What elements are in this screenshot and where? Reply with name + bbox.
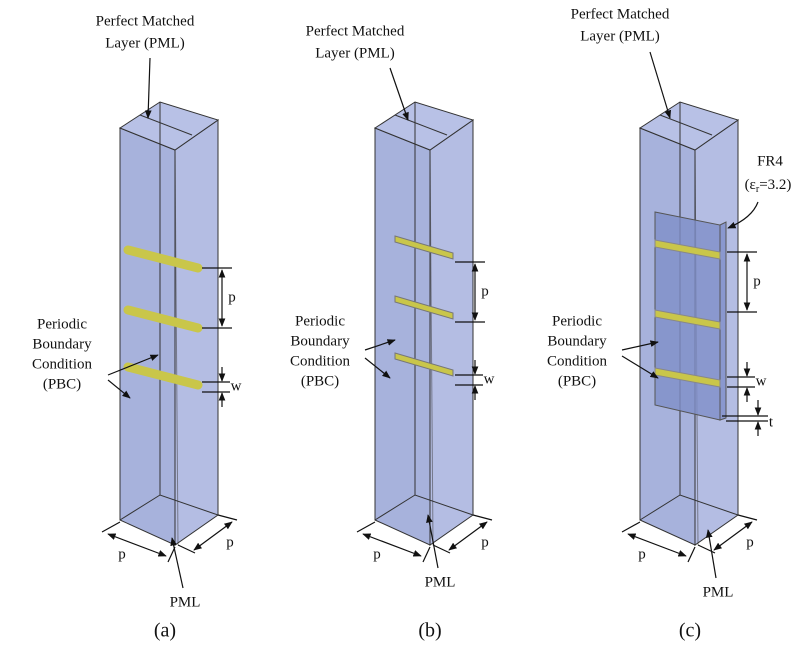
dimension-line [423, 547, 430, 562]
pml-top-label: Layer (PML) [580, 28, 660, 44]
pbc-label: (PBC) [301, 373, 339, 389]
panel-caption: (a) [154, 620, 176, 642]
base-label: p [638, 546, 646, 562]
period-label: p [481, 283, 489, 299]
pbc-label: (PBC) [43, 376, 81, 392]
dimension-line [178, 545, 195, 553]
pbc-label: Boundary [32, 336, 92, 352]
dimension-line [622, 522, 640, 532]
period-label: p [753, 273, 761, 289]
panel-caption: (b) [418, 620, 441, 642]
pml-box-side [430, 120, 473, 545]
pbc-label: Condition [32, 356, 93, 372]
pbc-label: (PBC) [558, 373, 596, 389]
permittivity-part: =3.2) [759, 177, 791, 193]
panel-caption: (c) [679, 620, 701, 642]
unit-cell-panel: p w p p Perfect Matched Layer (PML) Periodic Bo… [547, 6, 791, 641]
dimension-line [738, 515, 757, 520]
width-label: w [484, 371, 495, 387]
base-label: p [118, 546, 126, 562]
pbc-label: Boundary [290, 333, 350, 349]
unit-cell-panel: p w p p Perfect Matched Layer (PML) Periodic Bo… [290, 23, 495, 641]
pbc-label: Condition [290, 353, 351, 369]
pml-box-side [175, 120, 218, 545]
base-label: p [373, 546, 381, 562]
base-label: p [481, 534, 489, 550]
pml-top-label: Perfect Matched [306, 23, 405, 39]
dimension-line [102, 522, 120, 532]
dimension-line [698, 545, 715, 553]
pml-top-label: Perfect Matched [96, 13, 195, 29]
dimension-line [688, 547, 695, 562]
pml-top-label: Layer (PML) [105, 35, 185, 51]
fr4-edge [720, 222, 726, 420]
permittivity-part: (ε [745, 177, 756, 193]
pbc-label: Condition [547, 353, 608, 369]
pml-top-label: Perfect Matched [571, 6, 670, 22]
thickness-label: t [769, 414, 774, 430]
dimension-line [357, 522, 375, 532]
pbc-label: Periodic [295, 313, 345, 329]
base-label: p [226, 534, 234, 550]
pointer-arrow [172, 538, 183, 588]
figure: p w p p Perfect Matched Layer (PML) Periodic Bo… [0, 0, 797, 647]
pbc-label: Periodic [552, 313, 602, 329]
pml-bottom-label: PML [425, 574, 456, 590]
pml-box-front [375, 128, 430, 545]
permittivity-label: (εr=3.2) [745, 177, 792, 195]
pointer-arrow [708, 530, 716, 578]
period-label: p [228, 289, 236, 305]
pbc-label: Periodic [37, 316, 87, 332]
pml-bottom-label: PML [703, 584, 734, 600]
pbc-label: Boundary [547, 333, 607, 349]
page: p w p p Perfect Matched Layer (PML) Periodic Bo… [0, 0, 797, 647]
width-label: w [756, 373, 767, 389]
pml-box-front [120, 128, 175, 545]
pointer-arrow [650, 52, 670, 118]
dimension-line [473, 515, 492, 520]
dimension-line [218, 515, 237, 520]
pml-bottom-label: PML [170, 594, 201, 610]
substrate-label: FR4 [757, 153, 783, 169]
pml-top-label: Layer (PML) [315, 45, 395, 61]
base-label: p [746, 534, 754, 550]
width-label: w [231, 378, 242, 394]
